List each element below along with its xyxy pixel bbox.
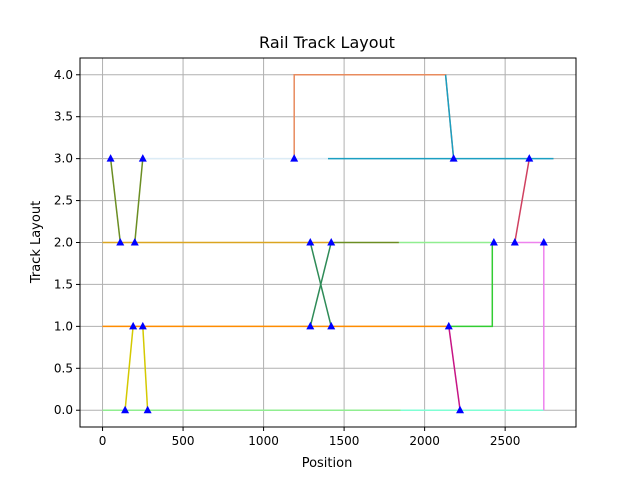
x-tick-label: 2000 xyxy=(409,434,440,448)
chart-title: Rail Track Layout xyxy=(259,33,395,52)
switch-marker xyxy=(306,321,315,330)
switch-marker xyxy=(116,238,125,246)
switch-markers xyxy=(106,154,548,414)
track-line-4 xyxy=(448,242,494,328)
y-tick-label: 3.5 xyxy=(54,110,73,124)
track-line-18 xyxy=(448,326,461,411)
track-line-15 xyxy=(142,326,149,411)
track-line-14 xyxy=(124,326,134,411)
track-line-17 xyxy=(309,242,332,327)
switch-marker xyxy=(306,238,315,246)
track-line-19 xyxy=(514,158,531,243)
switch-marker xyxy=(138,321,147,330)
y-tick-label: 1.0 xyxy=(54,319,73,333)
x-axis-label: Position xyxy=(302,456,353,471)
switch-marker xyxy=(525,154,534,162)
switch-marker xyxy=(327,321,336,330)
track-line-13 xyxy=(134,158,144,243)
switch-marker xyxy=(290,154,299,162)
switch-marker xyxy=(121,405,130,414)
switch-marker xyxy=(444,321,453,330)
switch-marker xyxy=(456,405,465,414)
series-lines xyxy=(102,74,554,411)
y-tick-label: 1.5 xyxy=(54,277,73,291)
x-tick-label: 500 xyxy=(172,434,195,448)
switch-marker xyxy=(106,154,115,162)
track-line-20 xyxy=(444,74,455,159)
x-tick-label: 0 xyxy=(99,434,107,448)
x-tick-label: 1000 xyxy=(248,434,279,448)
switch-marker xyxy=(510,238,519,246)
switch-marker xyxy=(489,238,498,246)
y-tick-label: 2.5 xyxy=(54,194,73,208)
x-tick-label: 2500 xyxy=(490,434,521,448)
y-tick-label: 4.0 xyxy=(54,68,73,82)
y-tick-label: 2.0 xyxy=(54,236,73,250)
x-axis-ticks: 0 500 1000 1500 2000 2500 xyxy=(99,427,521,448)
y-axis-ticks: 0.0 0.5 1.0 1.5 2.0 2.5 3.0 3.5 4.0 xyxy=(54,68,80,417)
switch-marker xyxy=(143,405,152,414)
track-line-12 xyxy=(109,158,122,243)
switch-marker xyxy=(130,238,139,246)
switch-marker xyxy=(449,154,458,162)
switch-marker xyxy=(327,238,336,246)
y-tick-label: 0.0 xyxy=(54,403,73,417)
switch-marker xyxy=(129,321,138,330)
switch-marker xyxy=(539,238,548,246)
y-axis-label: Track Layout xyxy=(29,201,44,284)
y-tick-label: 0.5 xyxy=(54,361,73,375)
switch-marker xyxy=(138,154,147,162)
y-tick-label: 3.0 xyxy=(54,152,73,166)
x-tick-label: 1500 xyxy=(329,434,360,448)
